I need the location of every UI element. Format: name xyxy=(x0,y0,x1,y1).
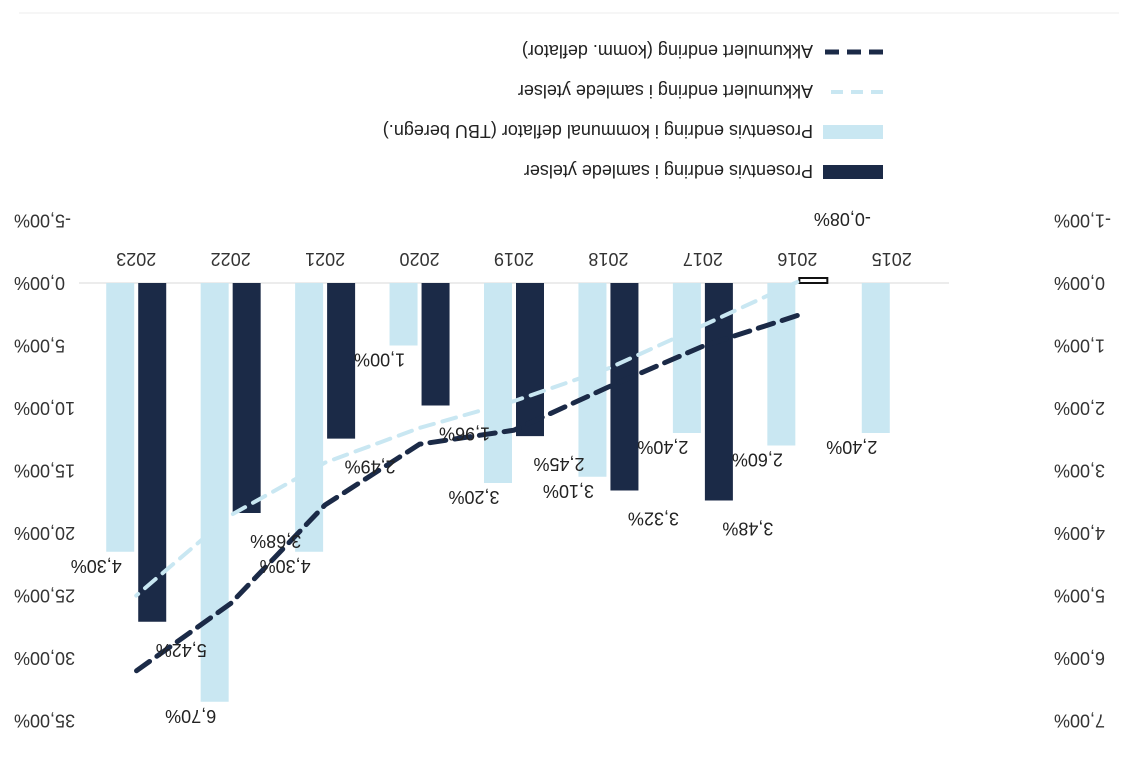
deflator-bar xyxy=(106,283,135,552)
legend-label: Akkumulert endring (komm. deflator) xyxy=(522,41,813,61)
ytelser-bar xyxy=(704,283,733,501)
left-axis-tick-label: 2,00% xyxy=(1054,398,1105,418)
left-axis-tick-label: 7,00% xyxy=(1054,711,1105,731)
deflator-data-label: 3,20% xyxy=(448,487,499,507)
ytelser-bar xyxy=(516,283,544,437)
deflator-data-label: 2,40% xyxy=(826,437,877,457)
left-axis-tick-label: 5,00% xyxy=(1054,586,1105,606)
right-axis-tick-label: 10,00% xyxy=(14,398,75,418)
ytelser-data-label: 1,96% xyxy=(439,424,490,444)
right-axis-tick-label: 15,00% xyxy=(14,461,75,481)
deflator-bar xyxy=(767,283,796,446)
akkumulert-deflator-line xyxy=(133,313,800,674)
right-axis-tick-label: -5,00% xyxy=(14,211,71,231)
deflator-data-label: 1,00% xyxy=(354,350,405,370)
ytelser-data-label: 3,68% xyxy=(250,531,301,551)
deflator-data-label: 6,70% xyxy=(165,706,216,726)
legend-swatch xyxy=(823,165,883,179)
x-axis-category-label: 2019 xyxy=(494,249,534,269)
deflator-bar xyxy=(861,283,890,433)
x-axis-category-label: 2015 xyxy=(872,249,912,269)
deflator-bar xyxy=(578,283,607,477)
legend-label: Prosentvis endring i kommunal deflator (… xyxy=(383,121,813,141)
x-axis-category-label: 2020 xyxy=(400,249,440,269)
deflator-bar xyxy=(389,283,418,346)
right-axis-tick-label: 25,00% xyxy=(14,586,75,606)
deflator-bar xyxy=(484,283,512,483)
right-axis-tick-label: 30,00% xyxy=(14,648,75,668)
left-axis-tick-label: 4,00% xyxy=(1054,523,1105,543)
ytelser-data-label: 2,45% xyxy=(533,454,584,474)
left-axis-tick-label: 0,00% xyxy=(1054,273,1105,293)
x-axis-category-label: 2018 xyxy=(588,249,628,269)
ytelser-bar xyxy=(610,283,639,491)
ytelser-data-label: 3,48% xyxy=(722,519,773,539)
legend-label: Akkumulert endring i samlede ytelser xyxy=(518,81,813,101)
legend-swatch xyxy=(823,125,883,139)
ytelser-bar xyxy=(421,283,450,406)
right-axis-tick-label: 20,00% xyxy=(14,523,75,543)
deflator-data-label: 4,30% xyxy=(71,556,122,576)
left-axis-tick-label: 6,00% xyxy=(1054,648,1105,668)
x-axis-category-label: 2021 xyxy=(305,249,345,269)
x-axis-category-label: 2017 xyxy=(683,249,723,269)
x-axis-category-label: 2016 xyxy=(777,249,817,269)
legend-label: Prosentvis endring i samlede ytelser xyxy=(524,161,813,181)
deflator-data-label: 3,10% xyxy=(543,481,594,501)
akkumulert-ytelser-line xyxy=(134,280,800,598)
ytelser-data-label: 2,49% xyxy=(345,457,396,477)
ytelser-bar xyxy=(138,283,167,622)
ytelser-bar xyxy=(327,283,356,439)
ytelser-bar xyxy=(798,277,829,284)
left-axis-tick-label: 3,00% xyxy=(1054,461,1105,481)
ytelser-data-label: 3,32% xyxy=(628,509,679,529)
deflator-bar xyxy=(295,283,324,552)
right-axis-tick-label: 35,00% xyxy=(14,711,75,731)
deflator-data-label: 4,30% xyxy=(260,556,311,576)
deflator-data-label: 2,40% xyxy=(637,437,688,457)
left-axis-tick-label: -1,00% xyxy=(1054,211,1111,231)
ytelser-data-label: -0,08% xyxy=(814,209,871,229)
ytelser-bar xyxy=(232,283,261,513)
ytelser-data-label: 5,42% xyxy=(156,640,207,660)
x-axis-category-label: 2023 xyxy=(116,249,156,269)
deflator-data-label: 2,60% xyxy=(732,450,783,470)
right-axis-tick-label: 5,00% xyxy=(14,336,65,356)
left-axis-tick-label: 1,00% xyxy=(1054,336,1105,356)
x-axis-category-label: 2022 xyxy=(211,249,251,269)
deflator-bar xyxy=(200,283,229,702)
right-axis-tick-label: 0,00% xyxy=(14,273,65,293)
